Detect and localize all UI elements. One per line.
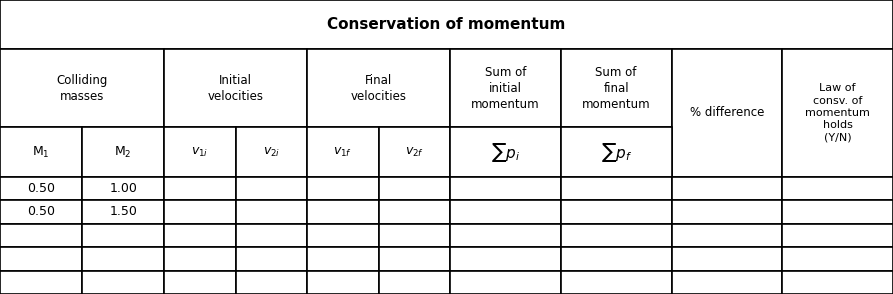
Bar xyxy=(672,177,782,200)
Text: $v_{1i}$: $v_{1i}$ xyxy=(191,146,209,158)
Bar xyxy=(450,49,561,127)
Text: M$_2$: M$_2$ xyxy=(114,144,132,160)
Bar xyxy=(379,127,450,177)
Bar xyxy=(379,223,450,247)
Text: Colliding
masses: Colliding masses xyxy=(56,74,108,103)
Text: 0.50: 0.50 xyxy=(27,182,55,195)
Bar xyxy=(672,49,782,177)
Bar xyxy=(0,177,82,200)
Bar xyxy=(0,247,82,270)
Text: M$_1$: M$_1$ xyxy=(32,144,50,160)
Bar xyxy=(236,223,307,247)
Bar xyxy=(164,177,236,200)
Bar xyxy=(782,247,893,270)
Bar xyxy=(0,0,893,49)
Bar xyxy=(450,223,561,247)
Bar xyxy=(672,270,782,294)
Bar xyxy=(450,270,561,294)
Bar xyxy=(164,49,307,127)
Bar xyxy=(450,247,561,270)
Text: $v_{2i}$: $v_{2i}$ xyxy=(263,146,280,158)
Bar xyxy=(307,200,379,223)
Bar xyxy=(0,49,164,127)
Bar xyxy=(561,177,672,200)
Bar xyxy=(450,127,561,177)
Bar xyxy=(782,200,893,223)
Bar xyxy=(561,247,672,270)
Bar xyxy=(379,247,450,270)
Text: Final
velocities: Final velocities xyxy=(351,74,406,103)
Bar xyxy=(82,127,164,177)
Bar xyxy=(307,270,379,294)
Bar xyxy=(672,247,782,270)
Bar xyxy=(561,270,672,294)
Bar xyxy=(782,49,893,177)
Text: Conservation of momentum: Conservation of momentum xyxy=(328,17,565,32)
Text: Sum of
initial
momentum: Sum of initial momentum xyxy=(472,66,539,111)
Bar xyxy=(164,247,236,270)
Text: % difference: % difference xyxy=(689,106,764,119)
Text: Law of
consv. of
momentum
holds
(Y/N): Law of consv. of momentum holds (Y/N) xyxy=(805,83,870,143)
Bar xyxy=(450,200,561,223)
Bar xyxy=(236,270,307,294)
Bar xyxy=(236,127,307,177)
Bar xyxy=(82,223,164,247)
Bar xyxy=(379,270,450,294)
Bar xyxy=(0,200,82,223)
Bar xyxy=(672,200,782,223)
Bar xyxy=(379,200,450,223)
Bar xyxy=(561,200,672,223)
Bar xyxy=(82,177,164,200)
Bar xyxy=(561,127,672,177)
Bar xyxy=(307,49,450,127)
Bar xyxy=(307,247,379,270)
Text: $\sum p_f$: $\sum p_f$ xyxy=(600,141,632,163)
Text: 1.00: 1.00 xyxy=(109,182,138,195)
Bar xyxy=(307,223,379,247)
Bar xyxy=(782,223,893,247)
Bar xyxy=(82,200,164,223)
Bar xyxy=(379,177,450,200)
Bar xyxy=(782,177,893,200)
Bar xyxy=(164,127,236,177)
Bar xyxy=(236,200,307,223)
Text: Initial
velocities: Initial velocities xyxy=(208,74,263,103)
Bar xyxy=(236,177,307,200)
Bar xyxy=(561,223,672,247)
Bar xyxy=(82,247,164,270)
Bar xyxy=(82,270,164,294)
Bar xyxy=(164,223,236,247)
Text: $v_{1f}$: $v_{1f}$ xyxy=(333,146,353,158)
Bar xyxy=(236,247,307,270)
Bar xyxy=(450,177,561,200)
Bar xyxy=(0,223,82,247)
Text: 1.50: 1.50 xyxy=(109,205,138,218)
Bar xyxy=(0,270,82,294)
Bar xyxy=(561,49,672,127)
Text: 0.50: 0.50 xyxy=(27,205,55,218)
Bar xyxy=(0,127,82,177)
Text: Sum of
final
momentum: Sum of final momentum xyxy=(582,66,650,111)
Text: $v_{2f}$: $v_{2f}$ xyxy=(405,146,424,158)
Bar xyxy=(307,127,379,177)
Text: $\sum p_i$: $\sum p_i$ xyxy=(491,141,520,163)
Bar xyxy=(164,200,236,223)
Bar xyxy=(782,270,893,294)
Bar xyxy=(164,270,236,294)
Bar xyxy=(672,223,782,247)
Bar xyxy=(307,177,379,200)
